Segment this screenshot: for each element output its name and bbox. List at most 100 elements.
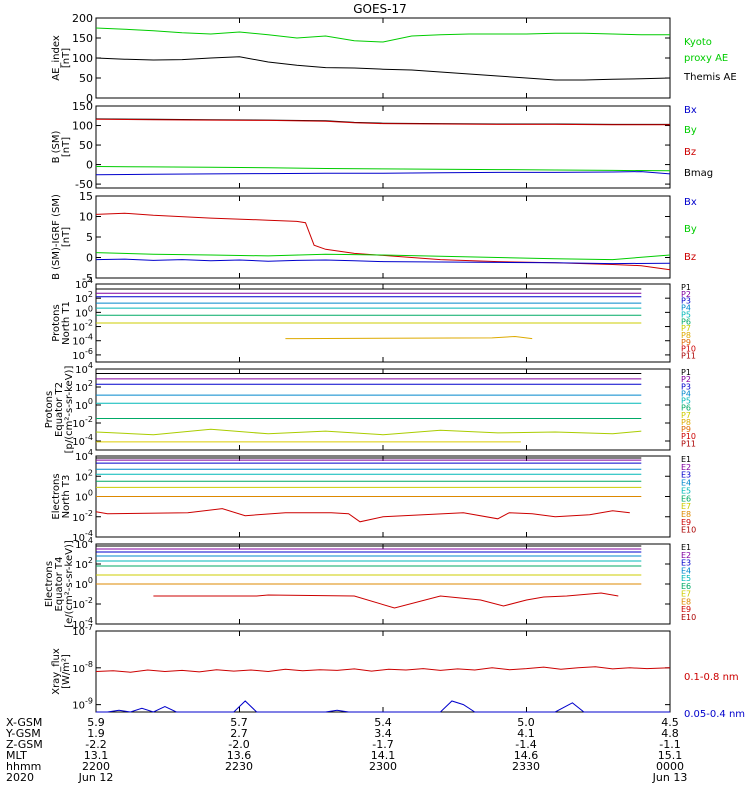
legend-label: 0.1-0.8 nm [684,672,739,683]
y-tick-label: 100 [72,120,93,133]
footer-value-hhmm: 2230 [225,760,253,773]
legend-label: E5 [681,574,691,583]
y-axis-label: North T1 [61,301,72,345]
panel-frame [95,630,671,713]
y-tick-label: 10-7 [72,623,93,638]
y-tick-label: 15 [79,190,93,203]
panel-frame [95,195,671,279]
y-tick-label: 104 [75,361,93,376]
legend-label: By [684,125,697,136]
legend-label: Kyoto [684,37,712,48]
legend-label: By [684,224,697,235]
y-tick-label: 150 [72,100,93,113]
legend-label: P9 [681,338,691,347]
footer-value-mlt: 14.6 [514,749,539,762]
footer-value-xgsm: 4.5 [661,716,679,729]
legend-label: E6 [681,582,691,591]
y-axis-label: North T3 [61,475,72,519]
panel-bdiff: -5 0 5 10 15 B (SM)-IGRF (SM) [nT] Bx By Bz [51,190,697,285]
series-e9 [153,592,619,609]
y-axis-label: [nT] [61,137,72,157]
footer-value-date: Jun 12 [78,771,114,784]
y-axis-label: [W/m²] [61,654,72,689]
legend-label: P6 [681,404,691,413]
legend-label: P4 [681,389,691,398]
legend-label: E7 [681,502,691,511]
footer-value-hhmm: 2330 [512,760,540,773]
legend-label: P1 [681,283,691,292]
y-tick-label: 0 [86,252,93,265]
legend-label: E8 [681,510,691,519]
footer-row-label: hhmm [6,760,41,773]
legend-label: P11 [681,352,696,361]
legend-label: P3 [681,297,691,306]
y-tick-label: 10-2 [72,319,93,334]
y-tick-label: 50 [79,139,93,152]
footer-row-label: X-GSM [6,716,42,729]
legend-label: E1 [681,455,691,464]
footer-value-zgsm: -2.0 [228,738,249,751]
legend-label: Bx [684,197,697,208]
y-axis-label: B (SM) [51,130,62,163]
footer-value-xgsm: 5.4 [374,716,392,729]
y-tick-label: 10-4 [72,616,93,631]
legend-label: E4 [681,479,691,488]
legend-label: E3 [681,559,691,568]
footer-value-mlt: 13.6 [227,749,252,762]
y-axis-label: Equator T4 [54,557,65,612]
panel-pequator: 104 102 100 10-2 10-4 Protons Equator T2 [p/(cm… [44,361,696,453]
panel-bsm: -50 0 50 100 150 B (SM) [nT] Bx By Bz Bmag [51,100,713,191]
y-tick-label: 10-2 [72,509,93,524]
series-p8 [285,335,533,340]
footer-value-zgsm: -1.7 [372,738,393,751]
legend-label: E4 [681,566,691,575]
series-by [95,166,671,172]
legend-label: E10 [681,613,696,622]
footer-value-zgsm: -1.1 [659,738,680,751]
legend-label: E10 [681,526,696,535]
plot-title: GOES-17 [353,2,407,16]
panel-eequator: 104 102 100 10-2 10-4 Electrons Equator T4 [e/(… [44,536,696,631]
y-tick-label: 0 [86,159,93,172]
legend-label: P2 [681,290,691,299]
legend-label: P10 [681,432,696,441]
y-tick-label: 10-2 [72,415,93,430]
y-tick-label: 200 [72,12,93,25]
legend-label: P1 [681,368,691,377]
footer-value-hhmm: 0000 [656,760,684,773]
legend-label: E6 [681,494,691,503]
series-bx [95,258,671,265]
footer-value-zgsm: -2.2 [85,738,106,751]
panel-frame [95,105,671,189]
y-tick-label: 100 [75,576,93,591]
series-e9 [95,508,630,523]
y-tick-label: 100 [72,52,93,65]
legend-label: Bx [684,105,697,116]
legend-label: P5 [681,310,691,319]
footer-row-label: 2020 [6,771,34,784]
footer-value-hhmm: 2200 [82,760,110,773]
y-axis-label: [e/(cm²-s-sr-keV)] [64,540,75,628]
y-tick-label: 104 [75,276,93,291]
y-axis-label: [nT] [61,227,72,247]
y-axis-label: Equator T2 [54,382,65,437]
legend-label: P2 [681,375,691,384]
legend-label: P6 [681,317,691,326]
y-axis-label: [nT] [61,48,72,68]
footer-value-date: Jun 13 [652,771,688,784]
panel-ae: 0 50 100 150 200 AE_index [nT] Kyoto proxy AE The… [51,12,737,105]
footer-value-zgsm: -1.4 [515,738,536,751]
footer-value-ygsm: 1.9 [87,727,105,740]
legend-label: E8 [681,597,691,606]
legend-label: E2 [681,463,691,472]
y-tick-label: 10-8 [72,660,93,675]
legend-label: Themis AE [683,72,737,83]
y-axis-label: Protons [51,304,62,341]
footer-value-ygsm: 4.1 [517,727,535,740]
y-tick-label: -50 [75,178,93,191]
legend-label: E1 [681,543,691,552]
y-tick-label: 10-6 [72,347,93,362]
y-tick-label: 0 [86,92,93,105]
